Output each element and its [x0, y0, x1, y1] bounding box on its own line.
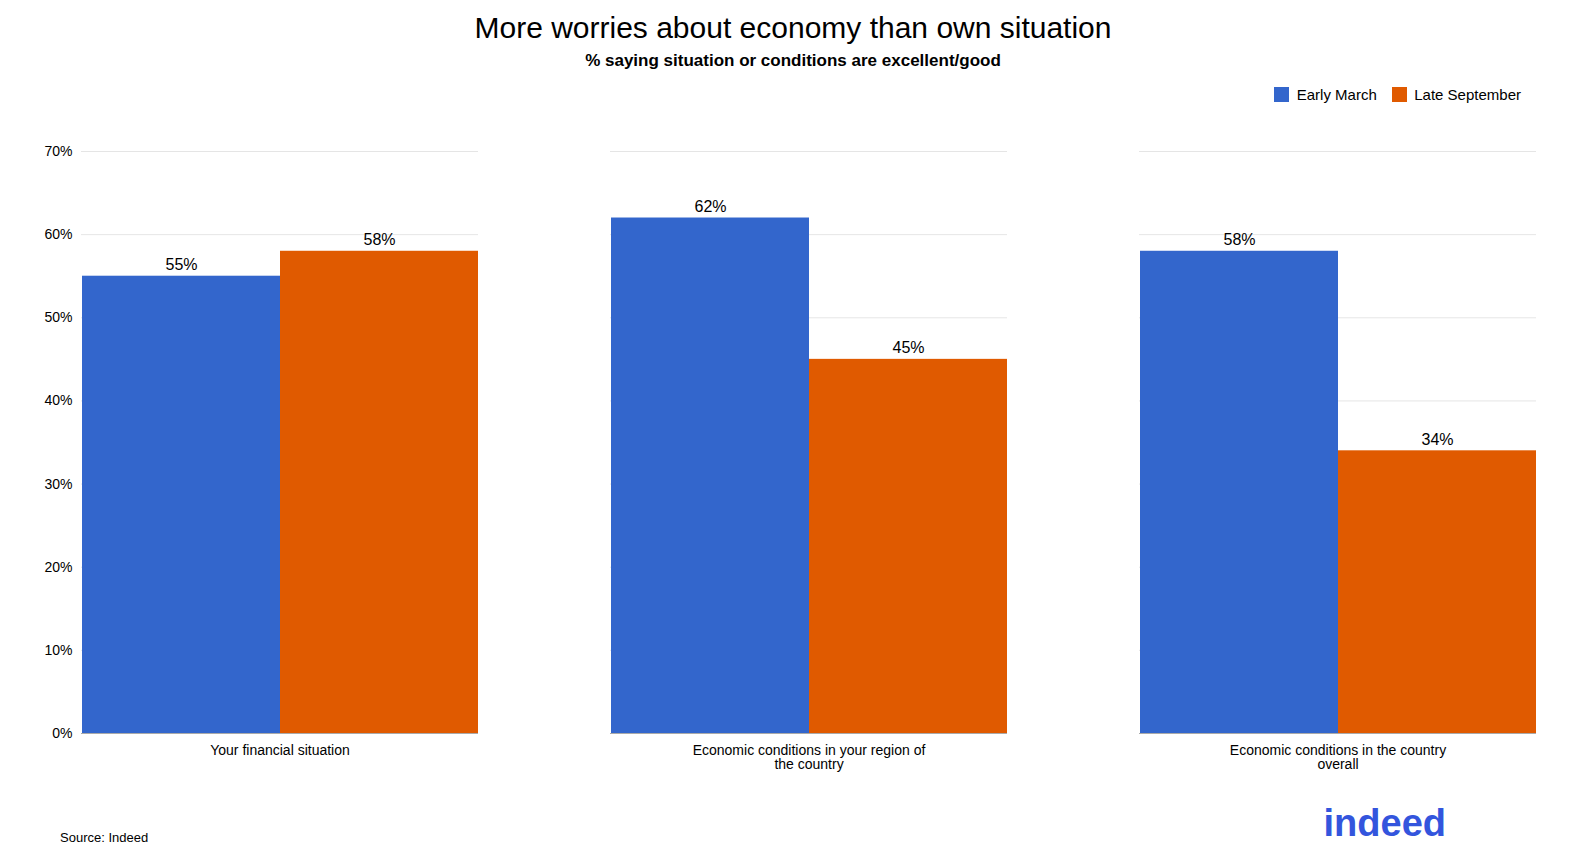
html-text:Late September: Late September — [1414, 86, 1521, 103]
svg-text:58%: 58% — [1223, 231, 1255, 248]
svg-text:62%: 62% — [694, 198, 726, 215]
svg-text:20%: 20% — [44, 558, 72, 574]
html-text:Early March: Early March — [1296, 86, 1377, 103]
svg-text:Economic conditions in the cou: Economic conditions in the countryoveral… — [1230, 742, 1446, 772]
html-text:More worries about economy tha: More worries about economy than own situ… — [474, 11, 1112, 44]
svg-text:34%: 34% — [1421, 430, 1453, 447]
html-text:% saying situation or conditio: % saying situation or conditions are exc… — [585, 51, 1001, 70]
svg-text:50%: 50% — [44, 309, 72, 325]
svg-text:30%: 30% — [44, 475, 72, 491]
svg-text:0%: 0% — [52, 724, 72, 740]
html-text:Source: Indeed: Source: Indeed — [60, 829, 149, 845]
svg-text:10%: 10% — [44, 641, 72, 657]
svg-text:55%: 55% — [165, 256, 197, 273]
svg-text:58%: 58% — [363, 231, 395, 248]
html-text:indeed: indeed — [1323, 801, 1446, 844]
svg-text:60%: 60% — [44, 226, 72, 242]
svg-text:Your financial situation: Your financial situation — [210, 742, 350, 758]
svg-text:70%: 70% — [44, 142, 72, 158]
svg-text:45%: 45% — [892, 339, 924, 356]
svg-text:Economic conditions in your re: Economic conditions in your region ofthe… — [693, 742, 926, 772]
svg-text:40%: 40% — [44, 392, 72, 408]
